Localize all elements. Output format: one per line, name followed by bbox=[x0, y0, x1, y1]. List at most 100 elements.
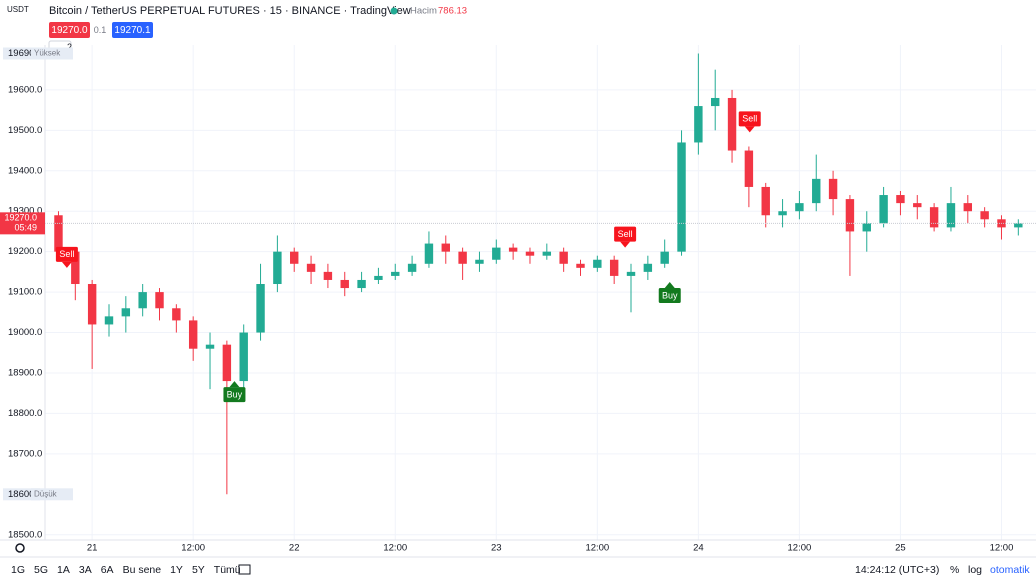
candle-body bbox=[812, 178, 821, 204]
candle-body bbox=[104, 316, 114, 325]
candle-body bbox=[677, 142, 686, 252]
extreme-name: Düşük bbox=[34, 489, 58, 498]
signal-box bbox=[614, 226, 637, 242]
candle-body bbox=[710, 97, 720, 107]
range-button[interactable]: Bu sene bbox=[123, 564, 162, 576]
candle-body bbox=[256, 284, 265, 333]
signal-box bbox=[223, 387, 246, 403]
candle-body bbox=[391, 271, 400, 276]
signal-label: Buy bbox=[662, 290, 678, 300]
candle-body bbox=[559, 251, 568, 264]
x-tick-label: 24 bbox=[693, 543, 704, 554]
candle-body bbox=[913, 203, 922, 208]
y-tick-label: 18800.0 bbox=[8, 408, 42, 419]
candle-body bbox=[357, 279, 366, 289]
candle-body bbox=[54, 215, 63, 252]
volume-value: 786.13 bbox=[438, 6, 467, 17]
axis-bg bbox=[0, 45, 45, 540]
plot: Sell Buy Sell Buy Sell bbox=[45, 53, 1036, 495]
volume-label: Hacim bbox=[410, 6, 437, 17]
signal-label: Buy bbox=[227, 389, 243, 399]
bid-button[interactable] bbox=[49, 22, 90, 38]
candle-body bbox=[576, 263, 585, 268]
chart-title: Bitcoin / TetherUS PERPETUAL FUTURES · 1… bbox=[49, 5, 411, 17]
candle-body bbox=[929, 207, 939, 228]
log-toggle[interactable]: log bbox=[968, 564, 982, 576]
candle-body bbox=[778, 211, 787, 216]
signal-arrow bbox=[664, 281, 675, 288]
y-tick-label: 18500.0 bbox=[8, 529, 42, 540]
signal-arrow bbox=[61, 261, 72, 268]
candle-body bbox=[188, 320, 198, 349]
candle-body bbox=[744, 150, 754, 187]
candle-body bbox=[761, 186, 770, 216]
x-tick-label: 12:00 bbox=[383, 543, 407, 554]
candle-body bbox=[155, 292, 164, 309]
ask-button[interactable] bbox=[112, 22, 153, 38]
grid bbox=[45, 45, 1036, 540]
candle-body bbox=[542, 251, 552, 256]
range-button[interactable]: 6A bbox=[101, 564, 114, 576]
candle-body bbox=[239, 332, 248, 382]
range-button[interactable]: 5G bbox=[34, 564, 48, 576]
candle-body bbox=[306, 263, 316, 272]
range-button[interactable]: 1A bbox=[57, 564, 70, 576]
candle-body bbox=[879, 195, 888, 224]
y-tick-label: 19000.0 bbox=[8, 327, 42, 338]
candle-body bbox=[845, 199, 855, 232]
candle-body bbox=[862, 223, 871, 232]
candle-body bbox=[458, 251, 467, 264]
clock: 14:24:12 (UTC+3) bbox=[855, 564, 939, 576]
x-tick-label: 12:00 bbox=[585, 543, 609, 554]
signal-arrow bbox=[744, 126, 755, 133]
signal-arrow bbox=[229, 381, 240, 388]
y-tick-label: 19300.0 bbox=[8, 206, 42, 217]
candle-body bbox=[374, 275, 383, 280]
candle-body bbox=[323, 271, 333, 280]
candle-body bbox=[424, 243, 434, 264]
range-button[interactable]: 1G bbox=[11, 564, 25, 576]
range-button[interactable]: 1Y bbox=[170, 564, 183, 576]
signal-label: Sell bbox=[618, 229, 633, 239]
range-button[interactable]: 3A bbox=[79, 564, 92, 576]
signal-box bbox=[738, 111, 761, 127]
candle-body bbox=[896, 195, 905, 204]
candle-body bbox=[138, 292, 147, 309]
y-tick-label: 19400.0 bbox=[8, 165, 42, 176]
extreme-name-bg bbox=[31, 47, 73, 60]
x-tick-label: 12:00 bbox=[181, 543, 205, 554]
spread: 0.1 bbox=[94, 25, 107, 35]
header-bg bbox=[0, 0, 1036, 44]
candle-body bbox=[273, 251, 282, 285]
range-button[interactable]: Tümü bbox=[214, 564, 241, 576]
range-button[interactable]: 5Y bbox=[192, 564, 205, 576]
candle-body bbox=[643, 263, 653, 272]
candle-body bbox=[525, 251, 535, 256]
candle-body bbox=[1014, 223, 1023, 228]
extreme-label-bg bbox=[3, 47, 40, 60]
currency: USDT bbox=[7, 5, 29, 14]
auto-toggle[interactable]: otomatik bbox=[990, 564, 1030, 576]
candle-body bbox=[407, 263, 417, 272]
price-label: 19270.0 bbox=[4, 213, 37, 223]
candle-body bbox=[694, 106, 703, 143]
candle-body bbox=[340, 279, 349, 289]
candle-body bbox=[172, 308, 181, 321]
candle-body bbox=[290, 251, 299, 264]
candle-body bbox=[222, 344, 232, 382]
y-tick-label: 18700.0 bbox=[8, 448, 42, 459]
candle-body bbox=[828, 178, 838, 200]
ask[interactable]: 19270.1 bbox=[114, 25, 151, 36]
date-range-icon[interactable] bbox=[238, 564, 251, 575]
candle-body bbox=[441, 243, 450, 252]
candle-body bbox=[727, 97, 737, 151]
indicator-count[interactable]: ⌄ 2 bbox=[57, 42, 72, 52]
settings-icon[interactable] bbox=[15, 543, 25, 553]
x-tick-label: 22 bbox=[289, 543, 300, 554]
candle-body bbox=[492, 247, 501, 260]
bid[interactable]: 19270.0 bbox=[51, 25, 88, 36]
percent-toggle[interactable]: % bbox=[950, 564, 959, 576]
candle-body bbox=[626, 271, 636, 276]
y-tick-label: 18900.0 bbox=[8, 367, 42, 378]
